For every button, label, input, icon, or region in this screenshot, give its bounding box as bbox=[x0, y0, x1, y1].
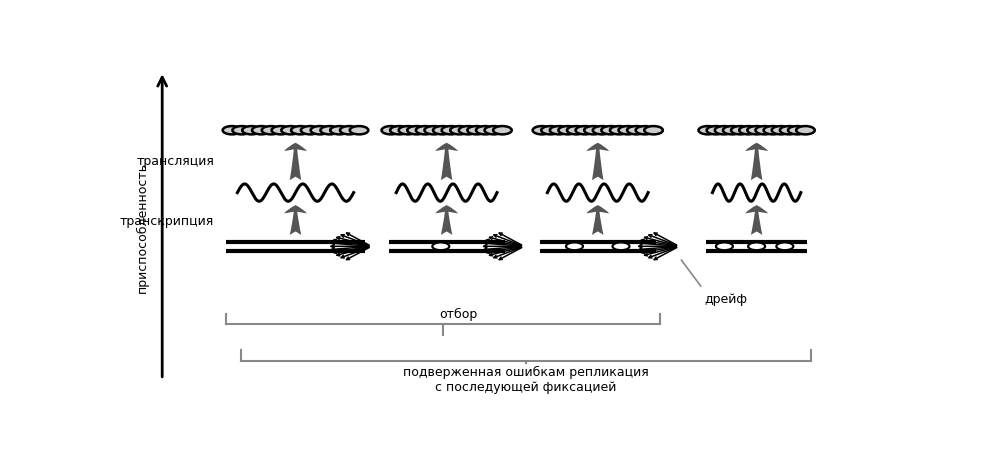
Circle shape bbox=[223, 126, 241, 135]
Circle shape bbox=[612, 243, 630, 250]
Circle shape bbox=[291, 126, 310, 135]
Text: с последующей фиксацией: с последующей фиксацией bbox=[435, 382, 617, 395]
Circle shape bbox=[566, 243, 583, 250]
Circle shape bbox=[627, 126, 646, 135]
Circle shape bbox=[558, 126, 577, 135]
Circle shape bbox=[272, 126, 290, 135]
Circle shape bbox=[593, 126, 611, 135]
Circle shape bbox=[772, 126, 790, 135]
Circle shape bbox=[459, 126, 477, 135]
Circle shape bbox=[541, 126, 560, 135]
Circle shape bbox=[644, 126, 663, 135]
Circle shape bbox=[698, 126, 717, 135]
Circle shape bbox=[567, 126, 586, 135]
Circle shape bbox=[340, 126, 359, 135]
Circle shape bbox=[467, 126, 486, 135]
Circle shape bbox=[550, 126, 568, 135]
Text: приспособленность: приспособленность bbox=[136, 162, 149, 293]
Text: отбор: отбор bbox=[439, 308, 477, 321]
Circle shape bbox=[788, 126, 807, 135]
Circle shape bbox=[242, 126, 261, 135]
Circle shape bbox=[636, 126, 654, 135]
Circle shape bbox=[442, 126, 460, 135]
Circle shape bbox=[796, 126, 815, 135]
Circle shape bbox=[601, 126, 620, 135]
Circle shape bbox=[330, 126, 349, 135]
Circle shape bbox=[281, 126, 300, 135]
Circle shape bbox=[424, 126, 443, 135]
Circle shape bbox=[747, 126, 766, 135]
Circle shape bbox=[493, 126, 512, 135]
Circle shape bbox=[723, 126, 742, 135]
Circle shape bbox=[390, 126, 409, 135]
Circle shape bbox=[716, 243, 733, 250]
Circle shape bbox=[707, 126, 725, 135]
Circle shape bbox=[311, 126, 329, 135]
Circle shape bbox=[780, 126, 798, 135]
Circle shape bbox=[764, 126, 782, 135]
Circle shape bbox=[485, 126, 503, 135]
Circle shape bbox=[715, 126, 733, 135]
Circle shape bbox=[301, 126, 319, 135]
Circle shape bbox=[350, 126, 368, 135]
Circle shape bbox=[533, 126, 551, 135]
Text: транскрипция: транскрипция bbox=[120, 215, 214, 228]
Circle shape bbox=[232, 126, 251, 135]
Text: трансляция: трансляция bbox=[136, 155, 214, 168]
Circle shape bbox=[731, 126, 750, 135]
Circle shape bbox=[576, 126, 594, 135]
Circle shape bbox=[776, 243, 793, 250]
Circle shape bbox=[748, 243, 765, 250]
Circle shape bbox=[476, 126, 495, 135]
Circle shape bbox=[407, 126, 426, 135]
Circle shape bbox=[433, 126, 452, 135]
Circle shape bbox=[610, 126, 629, 135]
Circle shape bbox=[618, 126, 637, 135]
Circle shape bbox=[755, 126, 774, 135]
Circle shape bbox=[450, 126, 469, 135]
Circle shape bbox=[252, 126, 271, 135]
Circle shape bbox=[432, 243, 449, 250]
Circle shape bbox=[382, 126, 400, 135]
Circle shape bbox=[739, 126, 758, 135]
Circle shape bbox=[584, 126, 603, 135]
Text: подверженная ошибкам репликация: подверженная ошибкам репликация bbox=[403, 366, 649, 379]
Circle shape bbox=[262, 126, 280, 135]
Circle shape bbox=[399, 126, 417, 135]
Text: дрейф: дрейф bbox=[705, 293, 748, 306]
Circle shape bbox=[320, 126, 339, 135]
Circle shape bbox=[416, 126, 434, 135]
